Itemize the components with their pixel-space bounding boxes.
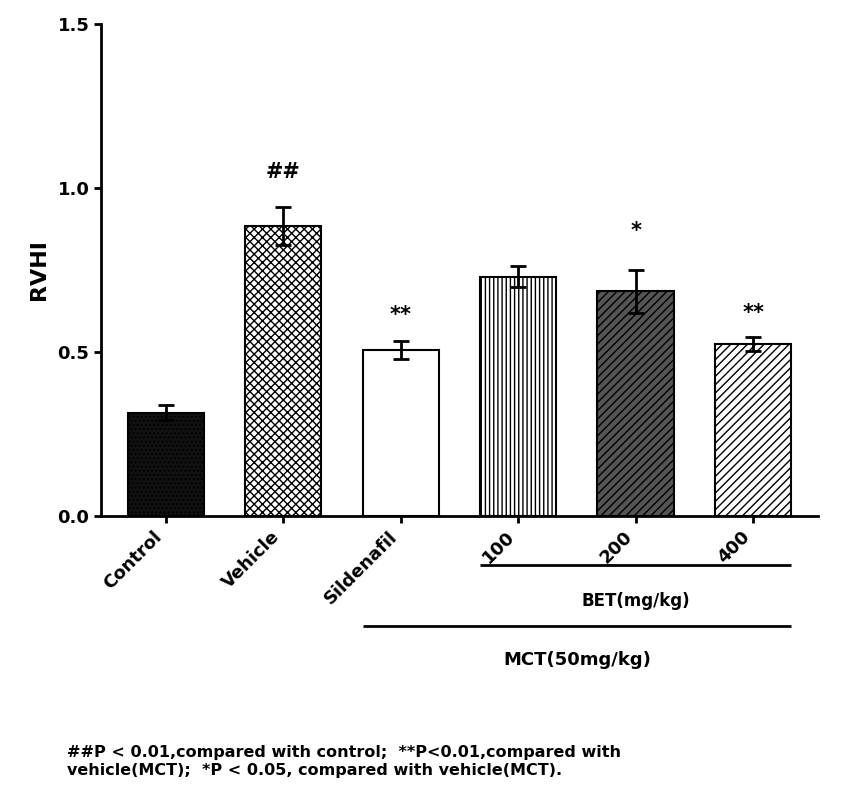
Text: **: ** [389, 305, 411, 325]
Y-axis label: RVHI: RVHI [30, 239, 49, 301]
Bar [480, 276, 556, 516]
Text: ##: ## [266, 162, 301, 182]
Text: BET(mg/kg): BET(mg/kg) [582, 592, 690, 610]
Bar [715, 343, 792, 516]
Text: **: ** [742, 303, 764, 323]
Bar [127, 413, 204, 516]
Bar [245, 226, 321, 516]
Bar [362, 351, 439, 516]
Text: *: * [630, 221, 642, 240]
Text: MCT(50mg/kg): MCT(50mg/kg) [503, 651, 651, 669]
Text: ##P < 0.01,compared with control;  **P<0.01,compared with
vehicle(MCT);  *P < 0.: ##P < 0.01,compared with control; **P<0.… [67, 746, 621, 778]
Bar [598, 291, 674, 516]
